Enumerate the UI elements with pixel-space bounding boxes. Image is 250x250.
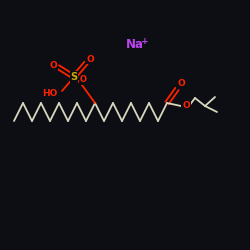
Text: O: O [80, 76, 86, 84]
Text: O: O [177, 80, 185, 88]
Text: S: S [70, 72, 78, 82]
Text: Na: Na [126, 38, 144, 52]
Text: +: + [141, 38, 149, 46]
Text: O: O [86, 54, 94, 64]
Text: HO: HO [42, 88, 58, 98]
Text: O: O [49, 60, 57, 70]
Text: O: O [182, 100, 190, 110]
